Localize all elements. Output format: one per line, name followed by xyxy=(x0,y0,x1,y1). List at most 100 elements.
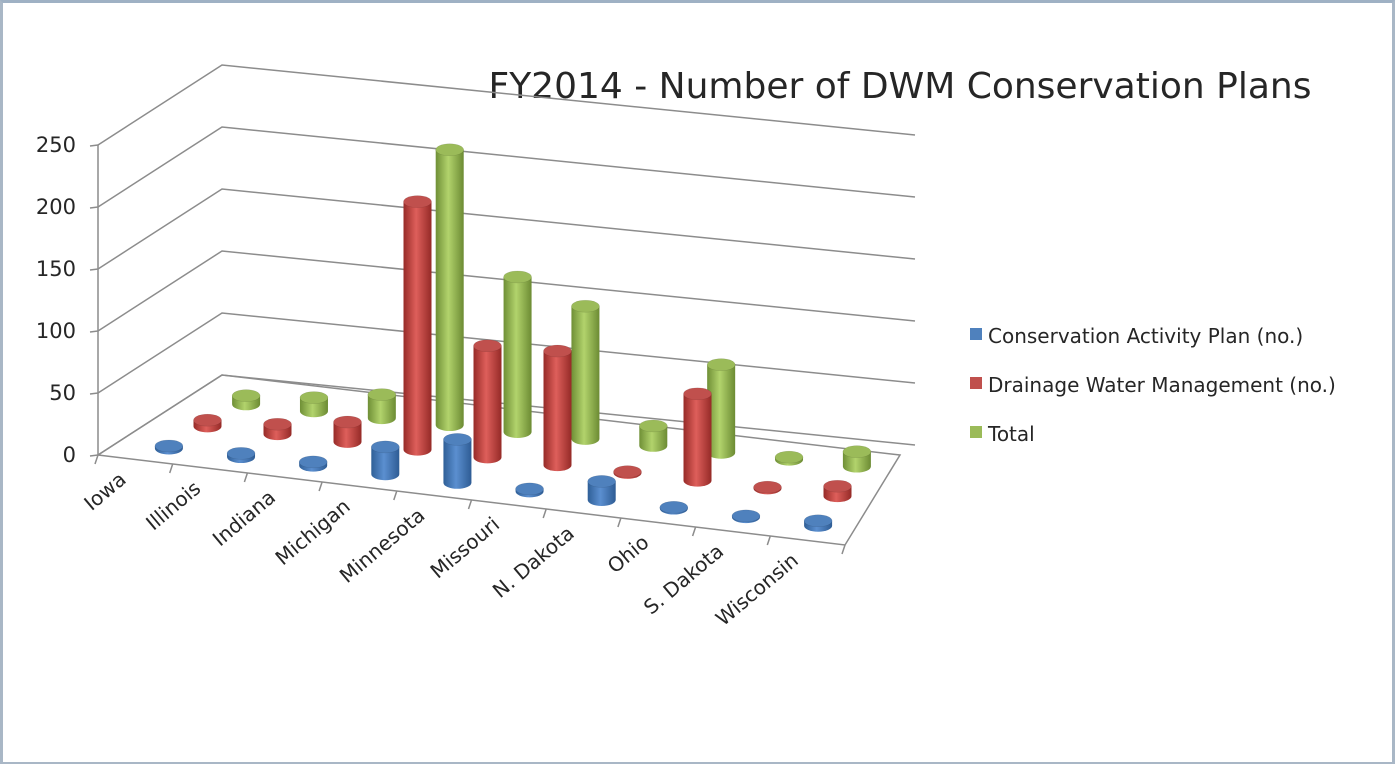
bar-top xyxy=(515,482,544,496)
x-tick-label: Michigan xyxy=(271,494,355,570)
bar-top xyxy=(403,195,432,208)
legend-label-total: Total xyxy=(987,422,1035,446)
bar-michigan-series-2 xyxy=(435,143,464,432)
x-tick-label: Ohio xyxy=(603,530,654,578)
bar-body xyxy=(371,446,400,481)
bar-top xyxy=(774,450,804,464)
bar-wisconsin-series-0 xyxy=(803,514,833,532)
y-tick-mark xyxy=(89,206,99,209)
bar-top xyxy=(299,391,329,404)
bar-body xyxy=(543,351,572,472)
x-tick-mark xyxy=(94,454,99,465)
bar-body xyxy=(473,345,502,464)
bar-top xyxy=(571,299,600,313)
y-tick-100: 100 xyxy=(36,319,76,343)
bar-n-dakota-series-0 xyxy=(587,475,616,506)
bar-body xyxy=(587,481,616,506)
bar-ohio-series-2 xyxy=(706,358,736,459)
legend-item-cap: Conservation Activity Plan (no.) xyxy=(970,324,1303,348)
legend-item-dwm: Drainage Water Management (no.) xyxy=(970,373,1336,397)
bar-s-dakota-series-0 xyxy=(731,509,761,524)
y-tick-0: 0 xyxy=(63,443,76,467)
bar-top xyxy=(543,344,572,358)
x-axis-ticks: Iowa Illinois IndianaMichiganMinnesotaMiss… xyxy=(79,467,803,631)
bar-s-dakota-series-1 xyxy=(753,480,782,495)
x-tick-label: S. Dakota xyxy=(639,539,728,619)
gridline-150 xyxy=(97,188,916,270)
bar-top xyxy=(731,509,761,523)
x-tick-mark xyxy=(393,490,398,501)
bar-top xyxy=(683,387,712,401)
bar-indiana-series-2 xyxy=(367,388,397,425)
bar-illinois-series-1 xyxy=(263,417,292,441)
bar-body xyxy=(683,393,712,487)
y-tick-200: 200 xyxy=(36,195,76,219)
bar-body xyxy=(503,276,532,438)
bar-body xyxy=(639,425,668,452)
bar-indiana-series-0 xyxy=(298,455,328,472)
bar-top xyxy=(823,479,852,493)
bar-s-dakota-series-2 xyxy=(774,450,804,466)
bar-top xyxy=(803,514,833,527)
bar-missouri-series-2 xyxy=(571,299,600,445)
bar-top xyxy=(587,475,616,488)
bar-top xyxy=(842,445,872,458)
gridline-100 xyxy=(97,250,916,332)
x-tick-mark xyxy=(168,463,174,474)
bar-body xyxy=(403,201,432,456)
legend-swatch-cap xyxy=(970,328,982,340)
bar-iowa-series-0 xyxy=(154,439,184,455)
bar-top xyxy=(298,455,328,469)
x-tick-mark xyxy=(542,508,547,519)
y-axis-ticks: 0 50 100 150 200 250 xyxy=(36,133,76,467)
legend-item-total: Total xyxy=(970,422,1035,446)
bar-ohio-series-0 xyxy=(659,501,689,515)
bar-wisconsin-series-2 xyxy=(842,445,872,473)
bar-top xyxy=(473,339,502,353)
bar-top xyxy=(333,415,362,429)
legend-swatch-dwm xyxy=(970,377,982,389)
bar-top xyxy=(503,270,532,284)
x-tick-label: N. Dakota xyxy=(488,521,579,603)
bar-top xyxy=(443,433,472,446)
bar-minnesota-series-1 xyxy=(473,339,502,464)
bar-body xyxy=(367,394,396,425)
bar-top xyxy=(753,480,782,494)
y-tick-mark xyxy=(89,144,99,147)
legend-swatch-total xyxy=(970,426,982,438)
bar-body xyxy=(435,149,464,432)
legend-label-dwm: Drainage Water Management (no.) xyxy=(988,373,1336,397)
x-tick-label: Wisconsin xyxy=(711,548,803,631)
bars xyxy=(154,143,872,532)
bar-iowa-series-2 xyxy=(231,389,261,411)
bar-iowa-series-1 xyxy=(193,413,222,433)
bar-n-dakota-series-1 xyxy=(613,465,642,479)
bar-minnesota-series-0 xyxy=(443,433,472,489)
x-tick-mark xyxy=(243,472,249,483)
bar-body xyxy=(842,451,871,473)
bar-top xyxy=(193,413,222,427)
bar-top xyxy=(706,358,736,371)
y-tick-250: 250 xyxy=(36,133,76,157)
bar-wisconsin-series-1 xyxy=(823,479,852,503)
bar-top xyxy=(371,440,400,454)
bar-michigan-series-0 xyxy=(371,440,400,481)
axes xyxy=(89,144,902,555)
bar-illinois-series-2 xyxy=(299,391,329,418)
bar-ohio-series-1 xyxy=(683,387,712,487)
bar-top xyxy=(231,389,261,402)
gridline-50 xyxy=(97,312,916,394)
legend: Conservation Activity Plan (no.) Drainag… xyxy=(970,324,1336,446)
x-tick-mark xyxy=(841,544,846,555)
x-tick-mark xyxy=(691,526,697,537)
y-tick-150: 150 xyxy=(36,257,76,281)
bar-indiana-series-1 xyxy=(333,415,362,448)
x-tick-mark xyxy=(766,535,772,546)
legend-label-cap: Conservation Activity Plan (no.) xyxy=(988,324,1303,348)
bar-n-dakota-series-2 xyxy=(639,419,668,452)
x-tick-label: Missouri xyxy=(426,512,505,583)
x-tick-label: Iowa xyxy=(79,467,130,515)
gridline-250 xyxy=(97,64,916,146)
bar-body xyxy=(333,422,362,448)
